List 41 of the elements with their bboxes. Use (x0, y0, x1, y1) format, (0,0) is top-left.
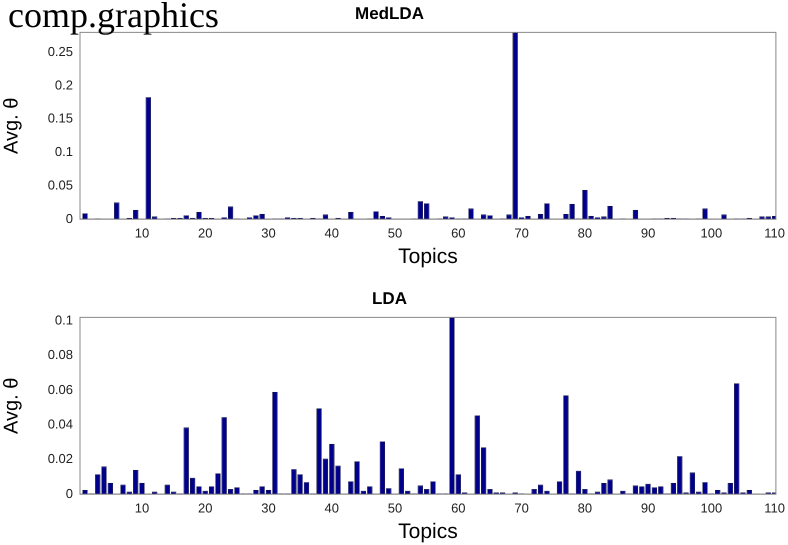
y-tick-label: 0.1 (54, 144, 73, 160)
x-tick-label: 60 (451, 500, 466, 516)
y-tick-label: 0.15 (48, 110, 73, 126)
x-tick-label: 40 (324, 226, 340, 241)
x-tick-label: 70 (514, 500, 529, 516)
y-tick-label: 0.05 (48, 177, 73, 192)
chart-title: LDA (372, 288, 407, 308)
x-tick-label: 20 (198, 226, 212, 241)
x-tick-label: 100 (700, 226, 722, 241)
annotation: comp.graphics (8, 0, 219, 36)
y-tick-label: 0.25 (48, 44, 73, 59)
x-tick-label: 110 (764, 500, 785, 516)
y-axis-title: Avg. θ (0, 378, 23, 434)
y-tick-label: 0.2 (54, 77, 73, 92)
x-tick-label: 50 (388, 500, 402, 516)
x-tick-label: 80 (578, 226, 592, 241)
x-tick-label: 90 (640, 226, 656, 241)
x-tick-label: 80 (578, 500, 592, 516)
x-tick-label: 60 (451, 226, 466, 241)
x-tick-label: 30 (261, 226, 276, 241)
x-tick-label: 10 (134, 226, 150, 241)
x-tick-label: 10 (134, 500, 150, 516)
x-tick-label: 110 (764, 226, 785, 241)
y-tick-label: 0.08 (48, 347, 73, 362)
x-tick-label: 30 (261, 500, 276, 516)
x-tick-label: 20 (198, 500, 212, 516)
y-tick-label: 0.06 (48, 382, 73, 397)
chart-title: MedLDA (355, 4, 424, 23)
y-tick-label: 0 (66, 486, 73, 501)
x-tick-label: 90 (640, 500, 656, 516)
x-tick-label: 40 (324, 500, 340, 516)
y-tick-label: 0 (66, 210, 73, 226)
x-axis-title: Topics (398, 520, 458, 544)
y-tick-label: 0.04 (48, 416, 73, 432)
y-tick-label: 0.1 (54, 312, 73, 328)
x-tick-label: 50 (388, 226, 402, 241)
y-tick-label: 0.02 (48, 451, 73, 466)
x-tick-label: 100 (700, 500, 722, 516)
x-axis-title: Topics (398, 245, 458, 268)
x-tick-label: 70 (514, 226, 529, 241)
y-axis-title: Avg. θ (0, 98, 23, 154)
